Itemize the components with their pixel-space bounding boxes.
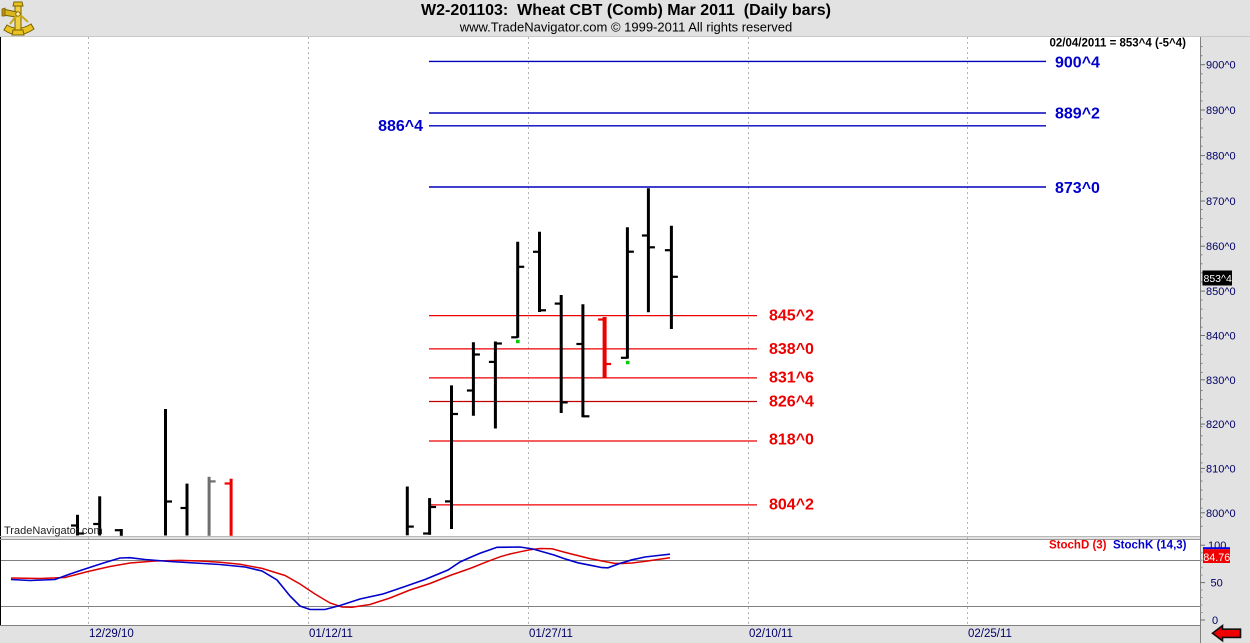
svg-text:838^0: 838^0 <box>769 341 814 358</box>
svg-text:StochD (3): StochD (3) <box>1049 540 1107 552</box>
svg-text:870^0: 870^0 <box>1206 196 1236 208</box>
svg-text:880^0: 880^0 <box>1206 151 1236 163</box>
svg-text:810^0: 810^0 <box>1206 463 1236 475</box>
svg-text:02/10/11: 02/10/11 <box>749 628 793 640</box>
svg-text:84.76: 84.76 <box>1203 552 1230 564</box>
svg-text:900^4: 900^4 <box>1055 54 1100 71</box>
svg-text:804^2: 804^2 <box>769 497 814 514</box>
svg-text:840^0: 840^0 <box>1206 331 1236 343</box>
svg-text:W2-201103: Wheat CBT (Comb) M: W2-201103: Wheat CBT (Comb) Mar 2011 (Da… <box>421 2 831 19</box>
svg-text:890^0: 890^0 <box>1206 105 1236 117</box>
svg-text:831^6: 831^6 <box>769 370 814 387</box>
svg-text:845^2: 845^2 <box>769 308 814 325</box>
svg-text:01/27/11: 01/27/11 <box>529 628 573 640</box>
svg-text:826^4: 826^4 <box>769 394 814 411</box>
svg-text:12/29/10: 12/29/10 <box>89 628 134 640</box>
svg-text:900^0: 900^0 <box>1206 60 1236 72</box>
svg-text:0: 0 <box>1212 615 1218 627</box>
svg-text:860^0: 860^0 <box>1206 241 1236 253</box>
svg-text:873^0: 873^0 <box>1055 180 1100 197</box>
svg-text:TradeNavigator.com: TradeNavigator.com <box>4 525 103 537</box>
svg-text:50: 50 <box>1211 578 1223 590</box>
svg-text:889^2: 889^2 <box>1055 105 1100 122</box>
svg-text:853^4: 853^4 <box>1204 273 1232 285</box>
svg-text:830^0: 830^0 <box>1206 375 1236 387</box>
svg-text:01/12/11: 01/12/11 <box>309 628 353 640</box>
svg-text:850^0: 850^0 <box>1206 286 1236 298</box>
svg-text:818^0: 818^0 <box>769 431 814 448</box>
svg-text:www.TradeNavigator.com © 1999-: www.TradeNavigator.com © 1999-2011 All r… <box>459 20 793 35</box>
svg-text:02/04/2011 = 853^4 (-5^4): 02/04/2011 = 853^4 (-5^4) <box>1049 38 1186 50</box>
svg-text:StochK (14,3): StochK (14,3) <box>1113 540 1187 552</box>
svg-text:800^0: 800^0 <box>1206 508 1236 520</box>
svg-text:02/25/11: 02/25/11 <box>968 628 1012 640</box>
svg-text:886^4: 886^4 <box>378 118 423 135</box>
svg-text:820^0: 820^0 <box>1206 419 1236 431</box>
